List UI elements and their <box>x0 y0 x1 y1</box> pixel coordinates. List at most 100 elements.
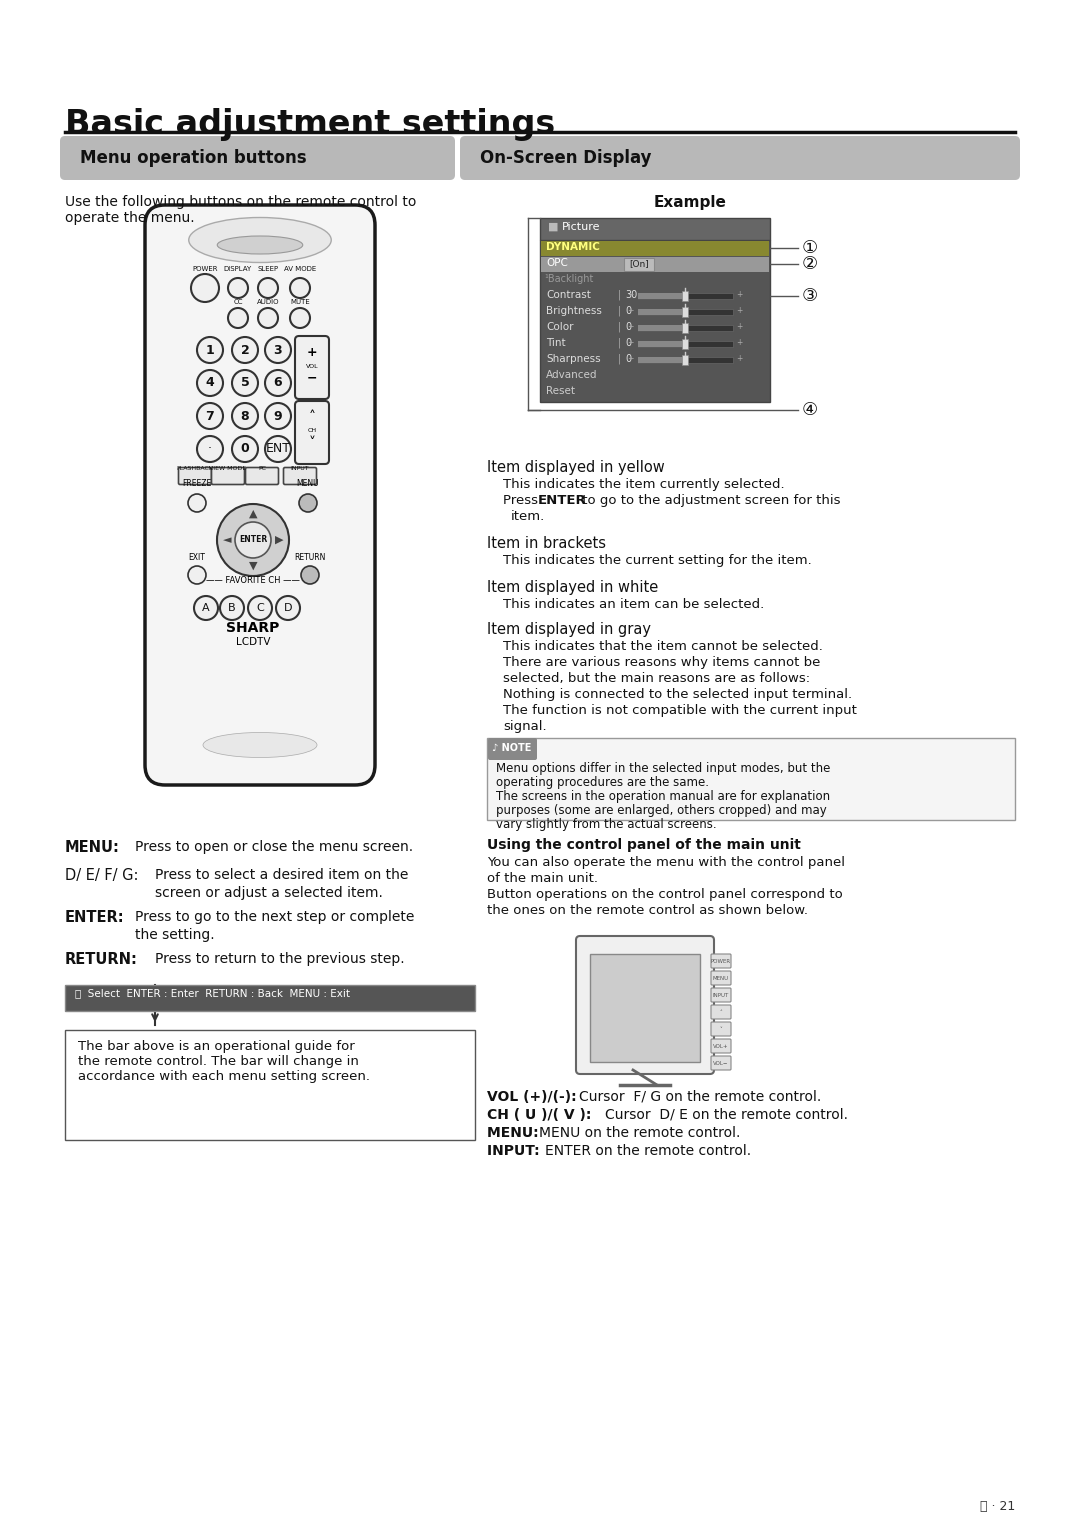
Circle shape <box>228 278 248 298</box>
Text: AV MODE: AV MODE <box>284 266 316 272</box>
Text: Press to open or close the menu screen.: Press to open or close the menu screen. <box>135 840 414 854</box>
Text: 7: 7 <box>205 410 214 423</box>
FancyBboxPatch shape <box>681 322 688 333</box>
Text: 0: 0 <box>625 306 631 316</box>
Circle shape <box>276 596 300 620</box>
Text: ⓔ · 21: ⓔ · 21 <box>980 1500 1015 1513</box>
Text: 0: 0 <box>625 338 631 348</box>
FancyBboxPatch shape <box>245 468 279 484</box>
Text: CC: CC <box>233 299 243 306</box>
Circle shape <box>220 596 244 620</box>
Text: 6: 6 <box>273 376 282 390</box>
Text: vary slightly from the actual screens.: vary slightly from the actual screens. <box>496 817 717 831</box>
Ellipse shape <box>203 732 318 758</box>
Text: +: + <box>735 338 742 347</box>
Text: Example: Example <box>653 196 727 209</box>
FancyBboxPatch shape <box>212 468 244 484</box>
Text: selected, but the main reasons are as follows:: selected, but the main reasons are as fo… <box>503 672 810 685</box>
FancyBboxPatch shape <box>638 309 685 315</box>
Text: MENU: MENU <box>713 976 729 981</box>
Circle shape <box>265 403 291 429</box>
FancyBboxPatch shape <box>283 468 316 484</box>
Text: ¹Backlight: ¹Backlight <box>544 274 593 284</box>
Text: Item displayed in gray: Item displayed in gray <box>487 622 651 637</box>
Text: SLEEP: SLEEP <box>257 266 279 272</box>
Text: There are various reasons why items cannot be: There are various reasons why items cann… <box>503 656 821 669</box>
FancyBboxPatch shape <box>711 1022 731 1036</box>
FancyBboxPatch shape <box>540 240 770 402</box>
Text: D/ E/ F/ G:: D/ E/ F/ G: <box>65 868 138 883</box>
FancyBboxPatch shape <box>638 309 733 315</box>
FancyBboxPatch shape <box>65 1030 475 1140</box>
Text: Reset: Reset <box>546 387 575 396</box>
Text: Press: Press <box>503 494 542 507</box>
Text: ENTER on the remote control.: ENTER on the remote control. <box>545 1144 751 1158</box>
Text: The screens in the operation manual are for explanation: The screens in the operation manual are … <box>496 790 831 804</box>
Circle shape <box>232 435 258 461</box>
Text: EXIT: EXIT <box>189 553 205 562</box>
Circle shape <box>258 278 278 298</box>
Text: AUDIO: AUDIO <box>257 299 280 306</box>
Text: D: D <box>284 604 293 613</box>
Text: —— FAVORITE CH ——: —— FAVORITE CH —— <box>206 576 300 585</box>
Circle shape <box>197 370 222 396</box>
Circle shape <box>291 278 310 298</box>
Ellipse shape <box>217 235 302 254</box>
Circle shape <box>291 309 310 329</box>
Text: ■: ■ <box>548 222 558 232</box>
Circle shape <box>258 309 278 329</box>
Text: Press to select a desired item on the: Press to select a desired item on the <box>156 868 408 882</box>
Text: FLASHBACK: FLASHBACK <box>176 466 214 471</box>
Text: This indicates the current setting for the item.: This indicates the current setting for t… <box>503 555 812 567</box>
Text: Basic adjustment settings: Basic adjustment settings <box>65 108 555 141</box>
Text: MENU on the remote control.: MENU on the remote control. <box>539 1126 741 1140</box>
Text: +: + <box>735 290 742 299</box>
Text: ▶: ▶ <box>274 535 283 545</box>
FancyBboxPatch shape <box>681 354 688 365</box>
Text: Brightness: Brightness <box>546 306 602 316</box>
FancyBboxPatch shape <box>638 325 733 332</box>
Text: +: + <box>735 306 742 315</box>
FancyBboxPatch shape <box>178 468 212 484</box>
Circle shape <box>265 435 291 461</box>
FancyBboxPatch shape <box>711 1005 731 1019</box>
Text: B: B <box>228 604 235 613</box>
FancyBboxPatch shape <box>576 937 714 1074</box>
Text: Press to go to the next step or complete: Press to go to the next step or complete <box>135 911 415 924</box>
Text: CH ( U )/( V ):: CH ( U )/( V ): <box>487 1108 596 1122</box>
Circle shape <box>191 274 219 303</box>
Text: INPUT: INPUT <box>291 466 309 471</box>
Text: ˅: ˅ <box>309 435 315 451</box>
Circle shape <box>197 403 222 429</box>
FancyBboxPatch shape <box>541 241 769 257</box>
Text: INPUT: INPUT <box>713 993 729 998</box>
Text: −: − <box>627 306 634 315</box>
Text: MENU:: MENU: <box>65 840 120 856</box>
Text: of the main unit.: of the main unit. <box>487 872 598 885</box>
Circle shape <box>248 596 272 620</box>
Text: −: − <box>627 354 634 364</box>
Ellipse shape <box>189 217 332 263</box>
Text: ·: · <box>208 443 212 455</box>
FancyBboxPatch shape <box>711 1056 731 1070</box>
Circle shape <box>232 403 258 429</box>
Text: ˄: ˄ <box>309 410 315 423</box>
Text: the setting.: the setting. <box>135 927 215 941</box>
FancyBboxPatch shape <box>295 400 329 465</box>
Text: +: + <box>735 354 742 364</box>
Text: 0: 0 <box>625 354 631 364</box>
FancyBboxPatch shape <box>487 738 1015 821</box>
Circle shape <box>235 523 271 558</box>
Circle shape <box>232 370 258 396</box>
Text: VIEW MODE: VIEW MODE <box>210 466 246 471</box>
Text: DISPLAY: DISPLAY <box>224 266 252 272</box>
FancyBboxPatch shape <box>590 953 700 1062</box>
Text: Menu operation buttons: Menu operation buttons <box>80 150 307 167</box>
Text: ⮞  Select  ENTER : Enter  RETURN : Back  MENU : Exit: ⮞ Select ENTER : Enter RETURN : Back MEN… <box>75 989 350 998</box>
Text: +: + <box>307 345 318 359</box>
Text: 8: 8 <box>241 410 249 423</box>
Text: Cursor  F/ G on the remote control.: Cursor F/ G on the remote control. <box>579 1089 821 1105</box>
Text: Advanced: Advanced <box>546 370 597 380</box>
FancyBboxPatch shape <box>541 257 769 272</box>
Text: OPC: OPC <box>546 258 568 267</box>
